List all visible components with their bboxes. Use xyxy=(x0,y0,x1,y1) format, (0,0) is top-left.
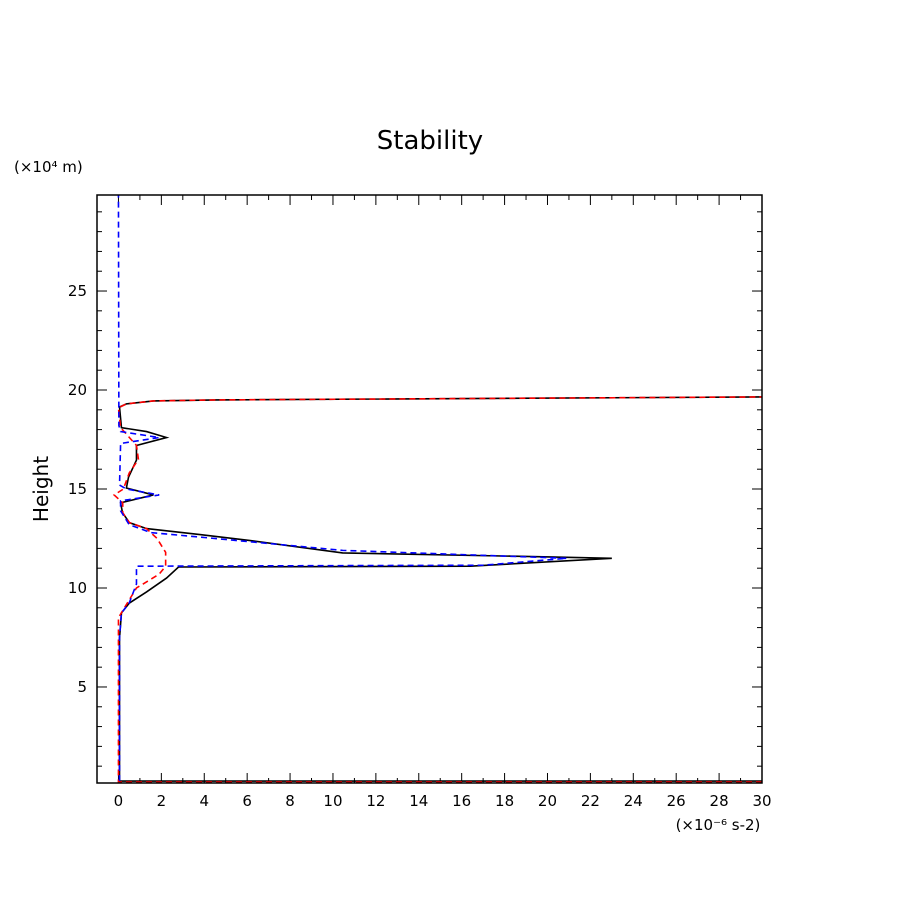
y-tick-label: 5 xyxy=(77,678,87,696)
x-tick-label: 20 xyxy=(538,792,557,810)
x-tick-label: 30 xyxy=(752,792,771,810)
y-tick-label: 15 xyxy=(68,480,87,498)
series-line-1 xyxy=(112,396,763,783)
x-tick-label: 18 xyxy=(495,792,514,810)
x-tick-label: 6 xyxy=(242,792,252,810)
x-tick-label: 8 xyxy=(285,792,295,810)
x-tick-label: 12 xyxy=(366,792,385,810)
chart-title: Stability xyxy=(377,126,483,156)
x-tick-label: 16 xyxy=(452,792,471,810)
y-unit-label: (×10⁴ m) xyxy=(14,158,83,176)
x-tick-label: 0 xyxy=(114,792,124,810)
x-tick-label: 26 xyxy=(667,792,686,810)
x-unit-label: (×10⁻⁶ s-2) xyxy=(676,816,761,834)
y-axis-label: Height xyxy=(29,456,53,522)
x-tick-label: 24 xyxy=(624,792,643,810)
x-tick-label: 28 xyxy=(710,792,729,810)
series-line-0 xyxy=(118,396,763,782)
y-tick-label: 10 xyxy=(68,579,87,597)
x-tick-label: 22 xyxy=(581,792,600,810)
x-tick-label: 4 xyxy=(199,792,209,810)
plot-frame xyxy=(96,194,763,784)
x-tick-label: 2 xyxy=(157,792,167,810)
series-line-2 xyxy=(117,194,567,782)
x-tick-label: 10 xyxy=(323,792,342,810)
y-tick-label: 25 xyxy=(68,282,87,300)
x-tick-label: 14 xyxy=(409,792,428,810)
y-tick-label: 20 xyxy=(68,381,87,399)
